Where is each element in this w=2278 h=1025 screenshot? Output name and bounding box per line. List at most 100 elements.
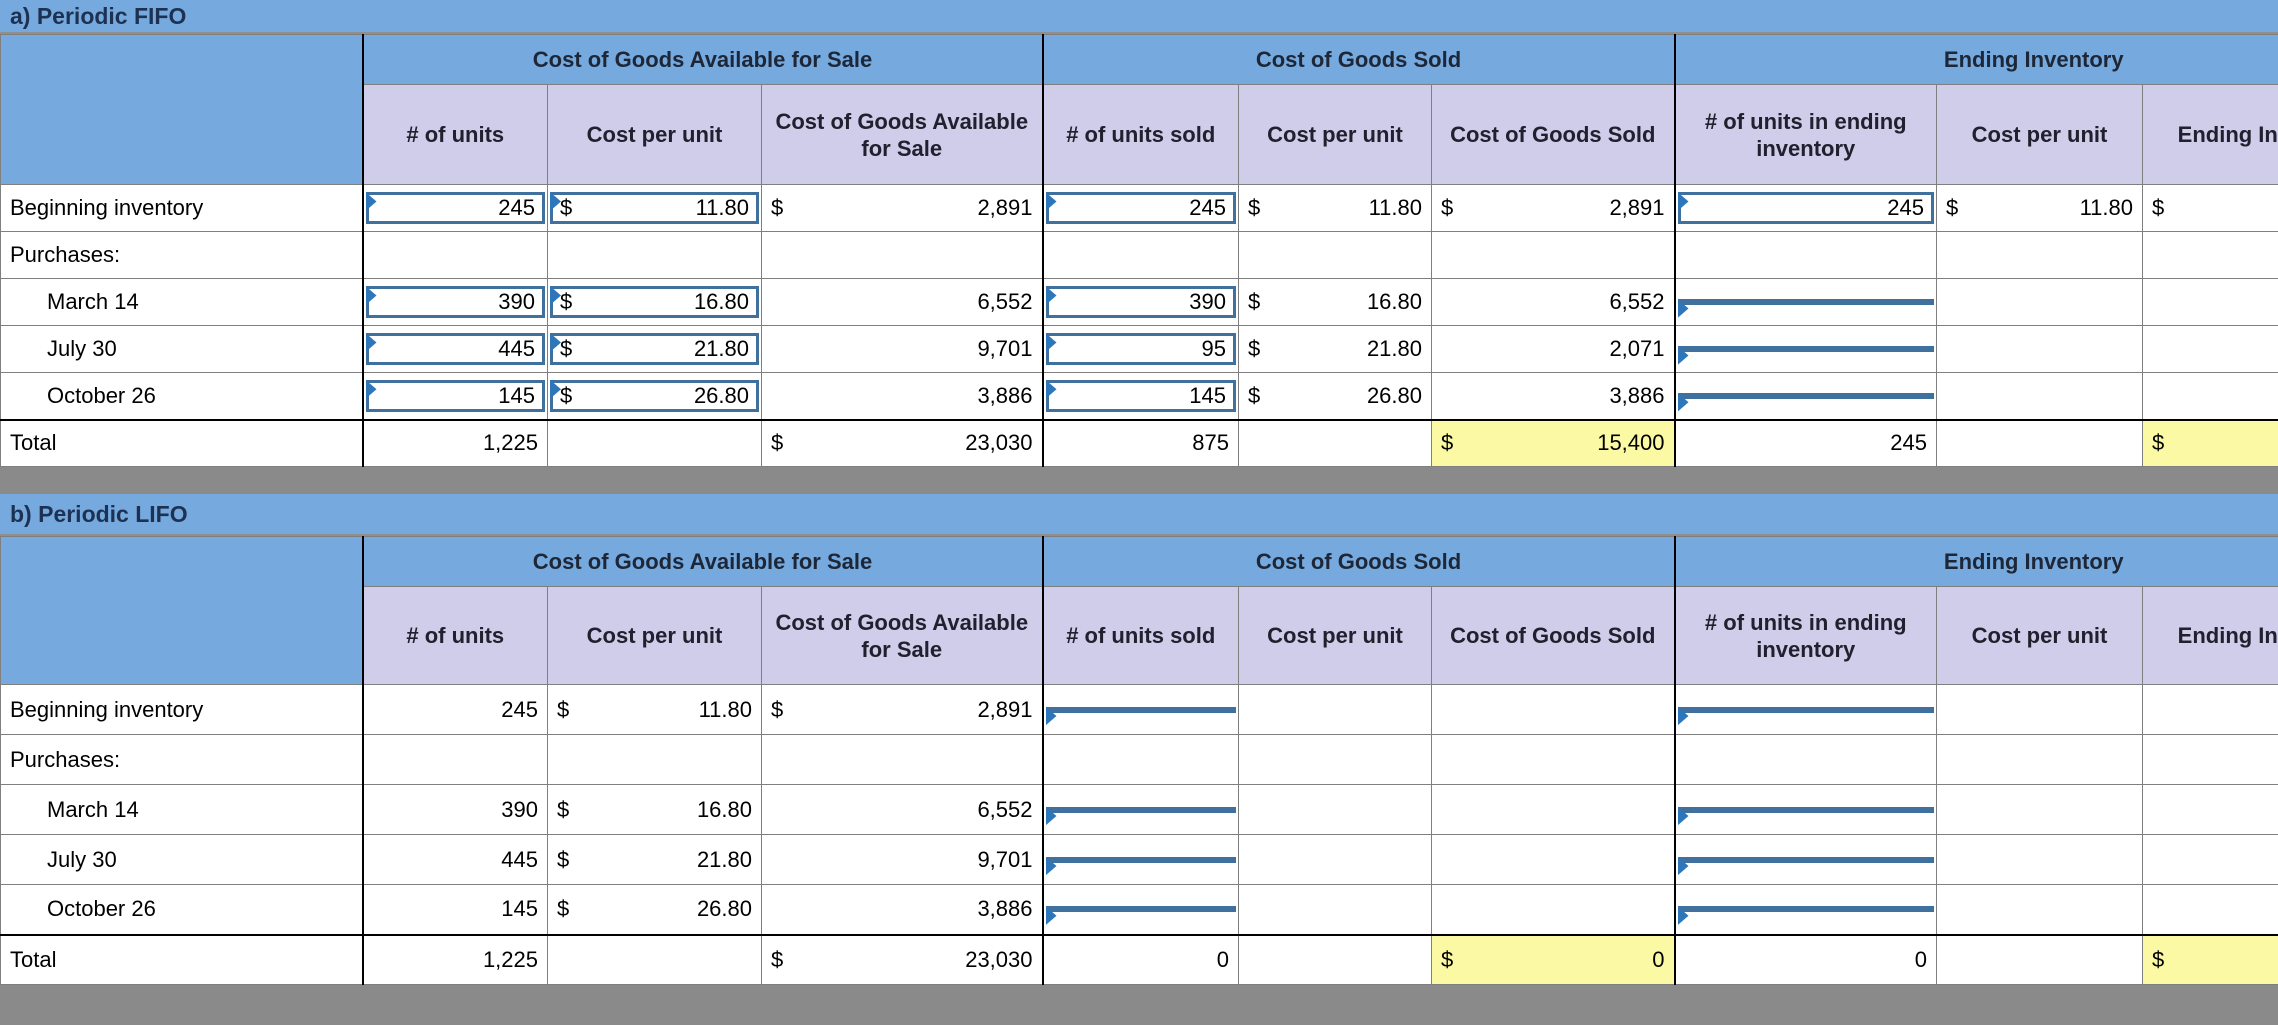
cell-empty [2143, 785, 2278, 835]
currency-symbol: $ [1441, 430, 1453, 456]
input-value: 445 [498, 336, 535, 362]
fifo-beginning-units-ending-input[interactable]: 245 [1678, 192, 1935, 224]
fifo-corner-cell [1, 35, 363, 185]
lifo-october26-units-ending-input[interactable] [1678, 906, 1935, 912]
fifo-march14-cogs-cell: 6,552 [1432, 279, 1675, 326]
lifo-units-sold-header: # of units sold [1043, 587, 1239, 685]
fifo-units-ending-header: # of units in ending inventory [1675, 85, 1937, 185]
cell-empty [1239, 935, 1432, 985]
currency-symbol: $ [560, 383, 572, 409]
cell-value: 2,891 [1609, 195, 1664, 221]
lifo-corner-cell [1, 537, 363, 685]
fifo-october26-units-ending-input[interactable] [1678, 393, 1935, 399]
cell-empty [1432, 885, 1675, 935]
lifo-ending-inventory-group-header: Ending Inventory [1675, 537, 2278, 587]
fifo-july30-cost-cell: $21.80 [548, 326, 762, 373]
currency-symbol: $ [557, 896, 569, 922]
lifo-july30-units-ending-input[interactable] [1678, 857, 1935, 863]
input-value: 145 [498, 383, 535, 409]
fifo-july30-units-input[interactable]: 445 [366, 333, 546, 365]
input-value: 245 [1189, 195, 1226, 221]
fifo-october26-units-sold-input[interactable]: 145 [1046, 380, 1237, 412]
lifo-total-units-ending-cell: 0 [1675, 935, 1937, 985]
lifo-total-available-cell: $23,030 [762, 935, 1043, 985]
currency-symbol: $ [1248, 383, 1260, 409]
fifo-march14-units-ending-input[interactable] [1678, 299, 1935, 305]
fifo-cogs-header: Cost of Goods Sold [1432, 85, 1675, 185]
fifo-goods-available-group-header: Cost of Goods Available for Sale [363, 35, 1043, 85]
lifo-march14-units-ending-cell [1675, 785, 1937, 835]
lifo-row-beginning: Beginning inventory 245 $11.80 $2,891 [1, 685, 2278, 735]
cell-empty [1043, 735, 1239, 785]
lifo-cogs-header: Cost of Goods Sold [1432, 587, 1675, 685]
fifo-beginning-cost-input[interactable]: $11.80 [550, 192, 759, 224]
lifo-row-total: Total 1,225 $23,030 0 $0 0 $ [1, 935, 2278, 985]
cell-value: 11.80 [2080, 195, 2133, 221]
lifo-october26-units-ending-cell [1675, 885, 1937, 935]
cell-value: 16.80 [1367, 289, 1422, 315]
section-a-title: a) Periodic FIFO [10, 3, 186, 30]
currency-symbol: $ [771, 430, 783, 456]
cell-value: 23,030 [965, 947, 1032, 973]
cell-empty [2143, 685, 2278, 735]
cell-empty [2143, 735, 2278, 785]
fifo-total-units-ending-cell: 245 [1675, 420, 1937, 467]
currency-symbol: $ [557, 797, 569, 823]
fifo-march14-units-sold-input[interactable]: 390 [1046, 286, 1237, 318]
row-label: July 30 [1, 326, 363, 373]
fifo-july30-cost-input[interactable]: $21.80 [550, 333, 759, 365]
row-label: March 14 [1, 279, 363, 326]
currency-symbol: $ [1248, 336, 1260, 362]
fifo-march14-units-input[interactable]: 390 [366, 286, 546, 318]
lifo-row-march14: March 14 390 $16.80 6,552 [1, 785, 2278, 835]
input-value: 145 [1189, 383, 1226, 409]
lifo-march14-units-sold-input[interactable] [1046, 807, 1237, 813]
lifo-total-cogs-cell: $0 [1432, 935, 1675, 985]
cell-empty [1937, 685, 2143, 735]
lifo-ending-inventory-header: Ending Inventory [2143, 587, 2278, 685]
currency-symbol: $ [2152, 195, 2164, 221]
cell-value: 0 [1652, 947, 1664, 973]
cell-empty [1432, 735, 1675, 785]
row-label: Total [1, 420, 363, 467]
fifo-beginning-ending-cost-cell: $11.80 [1937, 185, 2143, 232]
fifo-march14-sold-cost-cell: $16.80 [1239, 279, 1432, 326]
fifo-row-purchases: Purchases: [1, 232, 2278, 279]
row-label: Purchases: [1, 232, 363, 279]
fifo-total-ending-value-cell: $ [2143, 420, 2278, 467]
lifo-july30-available-cell: 9,701 [762, 835, 1043, 885]
fifo-october26-cost-input[interactable]: $26.80 [550, 380, 759, 412]
fifo-cogs-group-header: Cost of Goods Sold [1043, 35, 1675, 85]
lifo-march14-units-sold-cell [1043, 785, 1239, 835]
lifo-october26-cost-cell: $26.80 [548, 885, 762, 935]
fifo-beginning-units-input[interactable]: 245 [366, 192, 546, 224]
lifo-cogs-group-header: Cost of Goods Sold [1043, 537, 1675, 587]
cell-empty [1937, 735, 2143, 785]
fifo-ending-inventory-header: Ending Inventory [2143, 85, 2278, 185]
lifo-october26-units-sold-input[interactable] [1046, 906, 1237, 912]
fifo-july30-units-cell: 445 [363, 326, 548, 373]
cell-empty [363, 735, 548, 785]
lifo-march14-units-ending-input[interactable] [1678, 807, 1935, 813]
fifo-july30-units-ending-input[interactable] [1678, 346, 1935, 352]
cell-value: 2,891 [977, 195, 1032, 221]
input-value: 245 [1887, 195, 1924, 221]
cell-empty [1675, 232, 1937, 279]
lifo-group-header-row: Cost of Goods Available for Sale Cost of… [1, 537, 2278, 587]
fifo-october26-units-input[interactable]: 145 [366, 380, 546, 412]
cell-empty [548, 935, 762, 985]
fifo-march14-cost-input[interactable]: $16.80 [550, 286, 759, 318]
fifo-july30-units-sold-input[interactable]: 95 [1046, 333, 1237, 365]
input-value: 245 [498, 195, 535, 221]
fifo-october26-sold-cost-cell: $26.80 [1239, 373, 1432, 420]
lifo-july30-units-cell: 445 [363, 835, 548, 885]
currency-symbol: $ [1946, 195, 1958, 221]
lifo-beginning-units-ending-input[interactable] [1678, 707, 1935, 713]
cell-empty [1239, 420, 1432, 467]
currency-symbol: $ [1441, 947, 1453, 973]
fifo-beginning-units-sold-input[interactable]: 245 [1046, 192, 1237, 224]
section-b-title: b) Periodic LIFO [10, 501, 188, 528]
lifo-beginning-units-sold-input[interactable] [1046, 707, 1237, 713]
fifo-table: Cost of Goods Available for Sale Cost of… [0, 34, 2278, 467]
lifo-july30-units-sold-input[interactable] [1046, 857, 1237, 863]
